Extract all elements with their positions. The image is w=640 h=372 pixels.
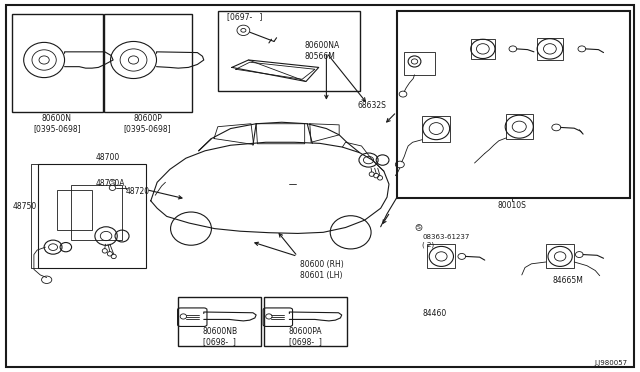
Bar <box>104 14 192 112</box>
Text: 48700A: 48700A <box>95 179 125 187</box>
Bar <box>506 115 533 138</box>
Text: 80600NB
[0698-  ]: 80600NB [0698- ] <box>202 327 237 346</box>
Bar <box>178 297 261 346</box>
Bar <box>218 11 360 92</box>
Text: 84665M: 84665M <box>552 276 583 285</box>
Text: [0697-   ]: [0697- ] <box>227 13 263 22</box>
Text: 80600NA: 80600NA <box>304 41 339 51</box>
Bar <box>404 52 435 75</box>
Bar <box>57 190 92 231</box>
Text: 80566M: 80566M <box>304 52 335 61</box>
Text: 84460: 84460 <box>422 309 447 318</box>
Text: 80600N
[0395-0698]: 80600N [0395-0698] <box>33 114 81 133</box>
Text: S: S <box>417 225 421 230</box>
Text: 80600P
[0395-0698]: 80600P [0395-0698] <box>124 114 172 133</box>
Bar <box>12 14 103 112</box>
Bar <box>264 297 347 346</box>
Bar <box>546 244 574 268</box>
Bar <box>537 38 563 60</box>
Text: 48720: 48720 <box>126 187 150 196</box>
Text: 80600PA
[0698-  ]: 80600PA [0698- ] <box>289 327 322 346</box>
Bar <box>397 11 630 198</box>
Text: 48700: 48700 <box>95 153 120 163</box>
Text: 08363-61237
( 2): 08363-61237 ( 2) <box>422 234 470 248</box>
Bar <box>422 116 451 141</box>
Text: 68632S: 68632S <box>357 101 386 110</box>
Text: 48750: 48750 <box>12 202 36 211</box>
Text: S: S <box>111 180 115 185</box>
Text: J.J980057: J.J980057 <box>595 360 628 366</box>
Bar <box>428 244 456 268</box>
Text: 80600 (RH)
80601 (LH): 80600 (RH) 80601 (LH) <box>300 260 343 279</box>
Text: 80010S: 80010S <box>497 201 526 210</box>
Bar <box>470 39 495 59</box>
Bar <box>71 185 122 240</box>
Bar <box>38 164 147 268</box>
